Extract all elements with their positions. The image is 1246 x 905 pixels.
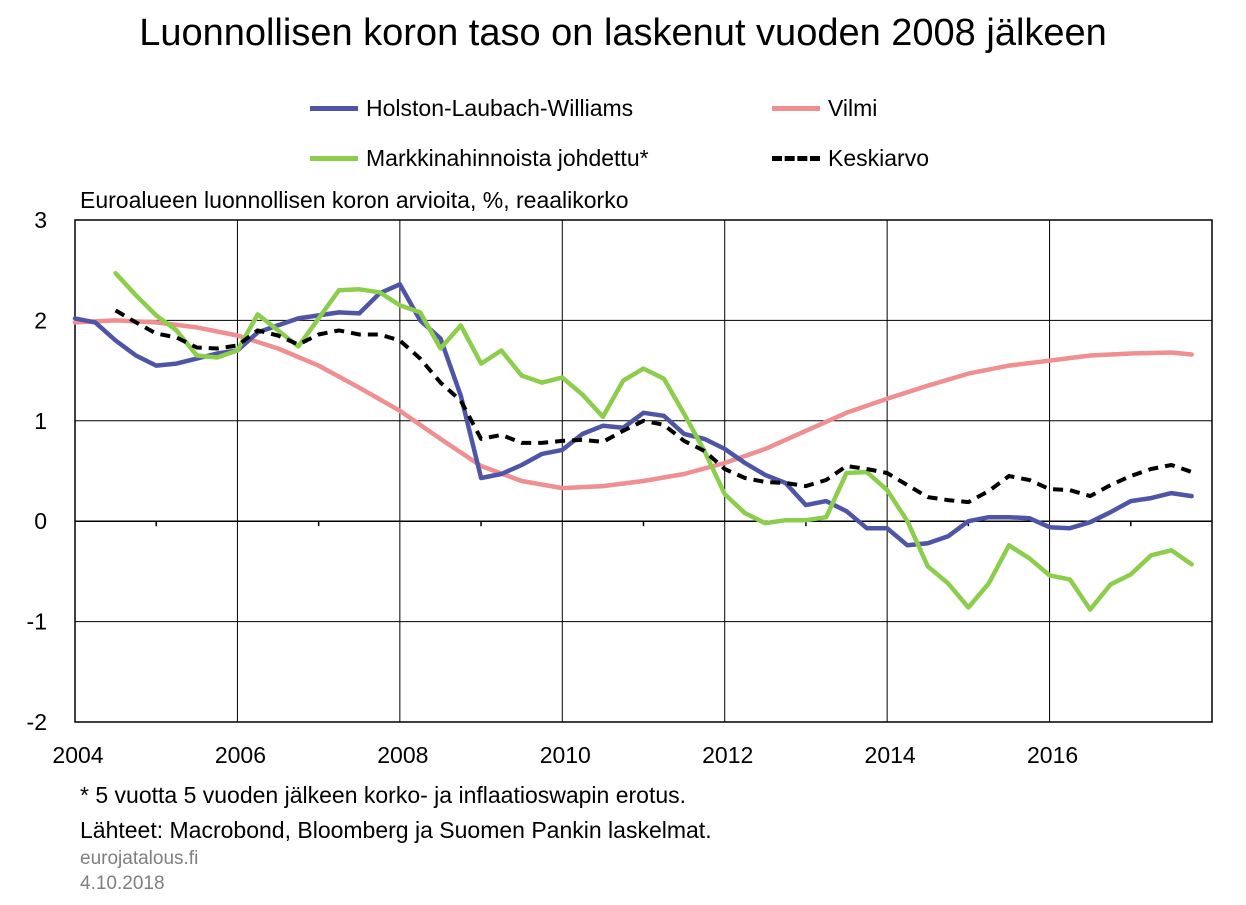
series-line-mean bbox=[114, 308, 1193, 505]
series-line-hlw bbox=[72, 282, 1194, 548]
legend-label-vilmi: Vilmi bbox=[828, 94, 878, 121]
legend-swatch-hlw bbox=[310, 105, 358, 111]
footnote: * 5 vuotta 5 vuoden jälkeen korko- ja in… bbox=[80, 782, 687, 808]
y-tick-label: 0 bbox=[34, 508, 47, 534]
y-tick-label: 2 bbox=[34, 307, 47, 333]
legend-label-market: Markkinahinnoista johdettu* bbox=[366, 144, 649, 171]
legend-label-hlw: Holston-Laubach-Williams bbox=[366, 94, 634, 121]
x-tick-label: 2016 bbox=[1027, 742, 1078, 768]
x-tick-label: 2008 bbox=[377, 742, 428, 768]
x-tick-label: 2004 bbox=[52, 742, 103, 768]
site-label: eurojatalous.fi bbox=[80, 848, 199, 869]
date-label: 4.10.2018 bbox=[80, 873, 165, 894]
legend-swatch-market bbox=[310, 155, 358, 161]
y-tick-label: -2 bbox=[27, 709, 47, 735]
y-tick-label: -1 bbox=[27, 609, 47, 635]
x-tick-label: 2012 bbox=[702, 742, 753, 768]
x-tick-label: 2010 bbox=[540, 742, 591, 768]
legend-label-mean: Keskiarvo bbox=[828, 144, 929, 171]
legend-swatch-mean bbox=[772, 155, 820, 161]
legend-item-hlw: Holston-Laubach-Williams bbox=[310, 93, 633, 123]
y-tick-label: 1 bbox=[34, 408, 47, 434]
chart-subtitle: Euroalueen luonnollisen koron arvioita, … bbox=[80, 187, 629, 213]
legend-swatch-vilmi bbox=[772, 105, 820, 111]
chart-title: Luonnollisen koron taso on laskenut vuod… bbox=[139, 12, 1107, 54]
x-tick-label: 2014 bbox=[865, 742, 916, 768]
legend-item-market: Markkinahinnoista johdettu* bbox=[310, 143, 649, 173]
legend-item-vilmi: Vilmi bbox=[772, 93, 877, 123]
legend-item-mean: Keskiarvo bbox=[772, 143, 929, 173]
series-line-vilmi bbox=[72, 318, 1194, 491]
y-tick-label: 3 bbox=[34, 207, 47, 233]
sources-note: Lähteet: Macrobond, Bloomberg ja Suomen … bbox=[80, 817, 712, 843]
plot-frame bbox=[74, 219, 1213, 723]
x-tick-label: 2006 bbox=[215, 742, 266, 768]
